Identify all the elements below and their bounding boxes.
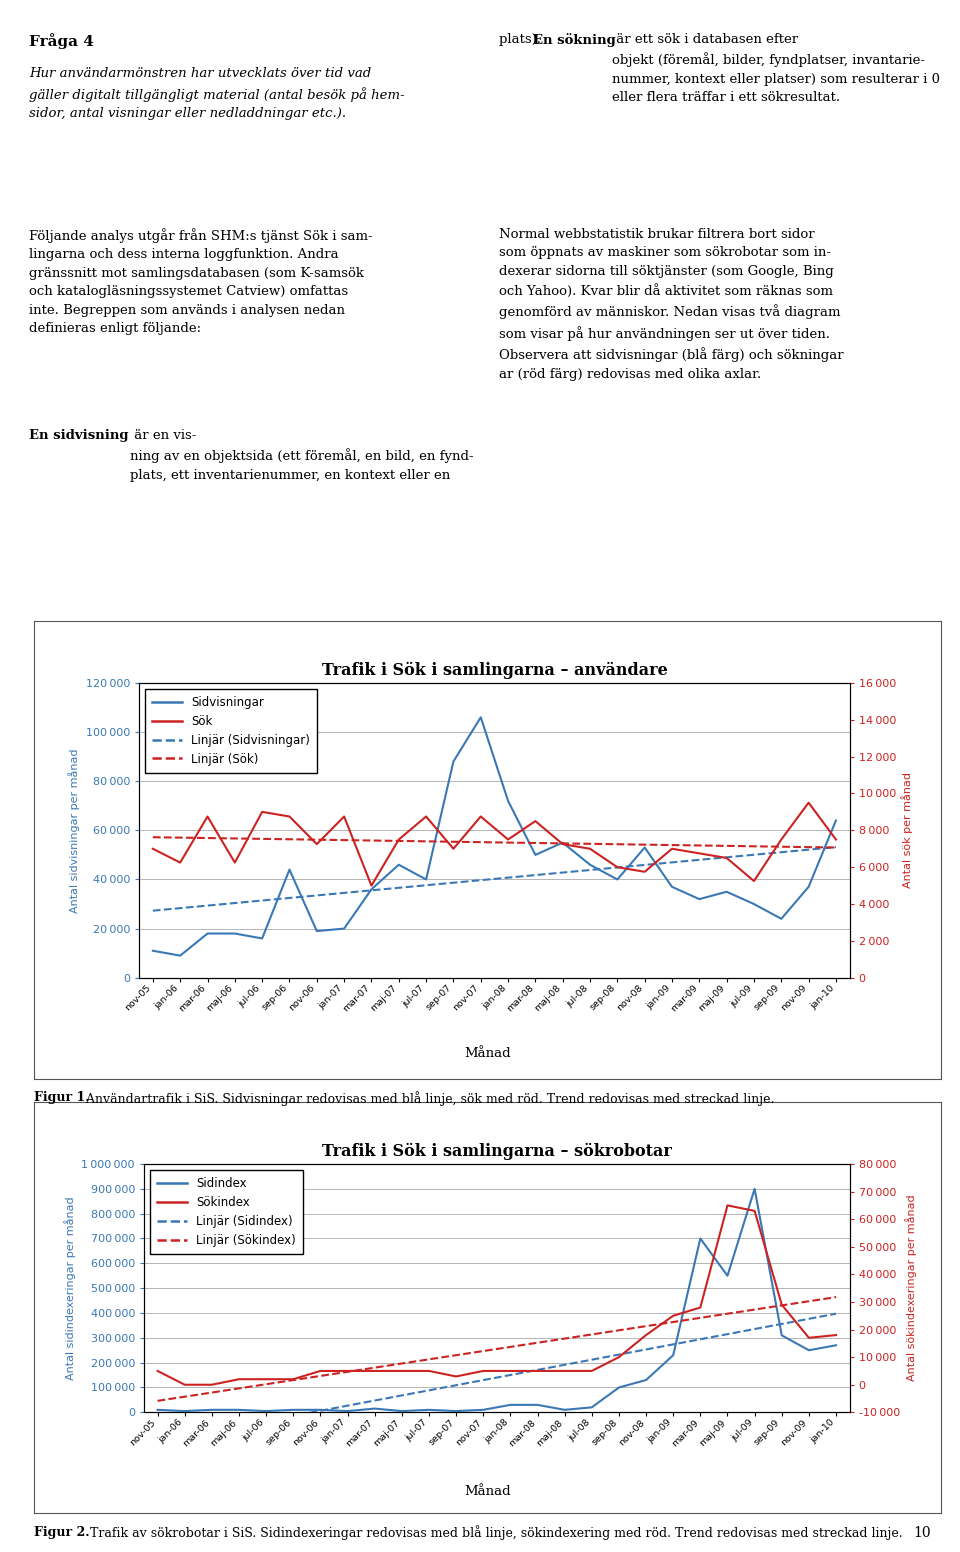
Title: Trafik i Sök i samlingarna – sökrobotar: Trafik i Sök i samlingarna – sökrobotar — [322, 1142, 672, 1159]
Text: Figur 2.: Figur 2. — [34, 1526, 89, 1538]
Text: Följande analys utgår från SHM:s tjänst Sök i sam-
lingarna och dess interna log: Följande analys utgår från SHM:s tjänst … — [29, 228, 372, 335]
Text: 10: 10 — [914, 1526, 931, 1540]
Legend: Sidvisningar, Sök, Linjär (Sidvisningar), Linjär (Sök): Sidvisningar, Sök, Linjär (Sidvisningar)… — [145, 689, 317, 773]
Text: Normal webbstatistik brukar filtrera bort sidor
som öppnats av maskiner som sökr: Normal webbstatistik brukar filtrera bor… — [499, 228, 844, 380]
Text: är ett sök i databasen efter
objekt (föremål, bilder, fyndplatser, invantarie-
n: är ett sök i databasen efter objekt (för… — [612, 33, 941, 104]
Title: Trafik i Sök i samlingarna – användare: Trafik i Sök i samlingarna – användare — [322, 661, 667, 678]
Text: Fråga 4: Fråga 4 — [29, 33, 94, 48]
Y-axis label: Antal sidvisningar per månad: Antal sidvisningar per månad — [68, 748, 81, 913]
Text: En sidvisning: En sidvisning — [29, 428, 129, 442]
Text: Månad: Månad — [464, 1048, 511, 1060]
Text: Hur användarmönstren har utvecklats över tid vad
gäller digitalt tillgängligt ma: Hur användarmönstren har utvecklats över… — [29, 67, 404, 120]
Y-axis label: Antal sidindexeringar per månad: Antal sidindexeringar per månad — [64, 1197, 76, 1380]
Text: plats).: plats). — [499, 33, 545, 45]
Text: En sökning: En sökning — [533, 33, 615, 47]
Y-axis label: Antal sök per månad: Antal sök per månad — [901, 773, 914, 888]
Text: Figur 1.: Figur 1. — [34, 1091, 89, 1103]
Text: är en vis-
ning av en objektsida (ett föremål, en bild, en fynd-
plats, ett inve: är en vis- ning av en objektsida (ett fö… — [130, 428, 473, 481]
Y-axis label: Antal sökindexeringar per månad: Antal sökindexeringar per månad — [905, 1195, 918, 1381]
Text: Månad: Månad — [464, 1485, 511, 1498]
Text: Användartrafik i SiS. Sidvisningar redovisas med blå linje, sök med röd. Trend r: Användartrafik i SiS. Sidvisningar redov… — [82, 1091, 774, 1107]
Text: Trafik av sökrobotar i SiS. Sidindexeringar redovisas med blå linje, sökindexeri: Trafik av sökrobotar i SiS. Sidindexerin… — [86, 1526, 903, 1541]
Legend: Sidindex, Sökindex, Linjär (Sidindex), Linjär (Sökindex): Sidindex, Sökindex, Linjär (Sidindex), L… — [150, 1170, 302, 1254]
